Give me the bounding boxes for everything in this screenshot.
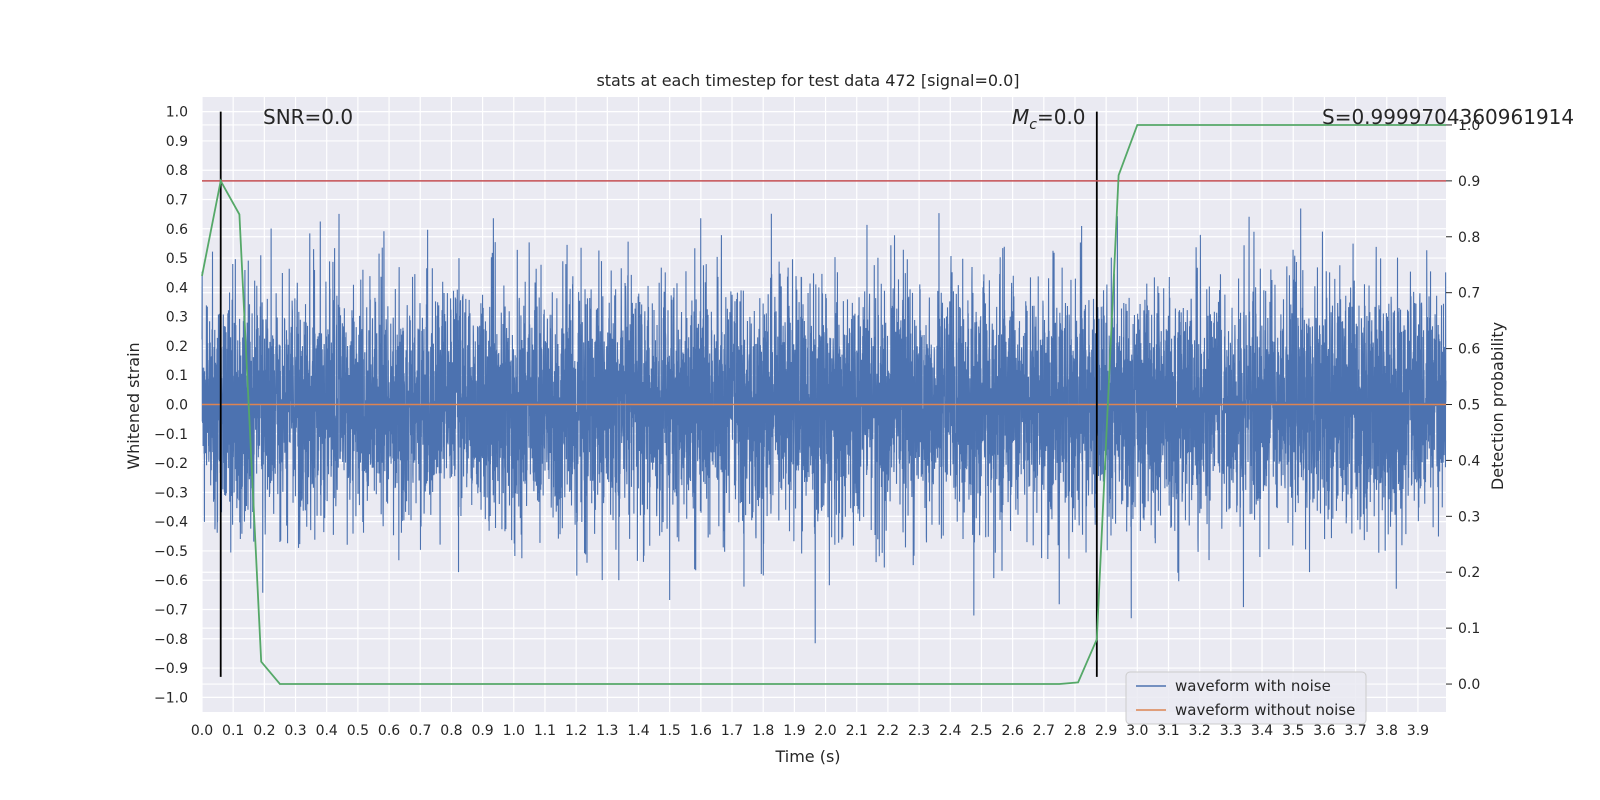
x-tick-label: 2.7 <box>1033 723 1055 739</box>
x-tick-label: 3.6 <box>1313 723 1335 739</box>
significance-annotation: S=0.9999704360961914 <box>1322 105 1574 129</box>
y-tick-label: 0.8 <box>166 163 188 179</box>
y-tick-label: −0.5 <box>154 544 188 560</box>
y2-tick-label: 0.9 <box>1458 174 1480 190</box>
y-axis-ticks: 1.0 0.9 0.8 0.7 0.6 0.5 0.4 0.3 0.2 0.1 0.0 −0.1 −0.… <box>154 105 188 707</box>
y2-tick-label: 0.7 <box>1458 286 1480 302</box>
y-tick-label: −0.4 <box>154 515 188 531</box>
x-tick-label: 2.1 <box>846 723 868 739</box>
x-tick-label: 0.8 <box>440 723 462 739</box>
waveform-with-noise-series <box>201 208 1447 644</box>
y2-tick-label: 0.4 <box>1458 453 1480 469</box>
y2-tick-label: 0.5 <box>1458 398 1480 414</box>
x-tick-label: 1.9 <box>783 723 805 739</box>
y-tick-label: 1.0 <box>166 105 188 121</box>
x-tick-label: 3.9 <box>1407 723 1429 739</box>
y2-axis-ticks: 1.0 0.9 0.8 0.7 0.6 0.5 0.4 0.3 0.2 0.1 0.0 <box>1446 118 1480 693</box>
x-tick-label: 0.2 <box>253 723 275 739</box>
x-tick-label: 3.3 <box>1220 723 1242 739</box>
x-tick-label: 2.3 <box>908 723 930 739</box>
x-tick-label: 2.9 <box>1095 723 1117 739</box>
y-tick-label: 0.7 <box>166 193 188 209</box>
x-tick-label: 2.2 <box>877 723 899 739</box>
x-tick-label: 1.1 <box>534 723 556 739</box>
snr-annotation: SNR=0.0 <box>263 105 353 129</box>
x-tick-label: 2.5 <box>970 723 992 739</box>
x-tick-label: 3.0 <box>1126 723 1148 739</box>
chirp-mass-symbol: M <box>1012 105 1029 129</box>
y-tick-label: 0.4 <box>166 280 188 296</box>
legend-box <box>1125 671 1367 725</box>
y-tick-label: 0.5 <box>166 251 188 267</box>
x-axis-ticks: 0.0 0.1 0.2 0.3 0.4 0.5 0.6 0.7 0.8 0.9 1.0 1.1 1.2 1… <box>191 723 1429 739</box>
x-tick-label: 3.2 <box>1189 723 1211 739</box>
x-tick-label: 0.3 <box>284 723 306 739</box>
y2-tick-label: 0.1 <box>1458 621 1480 637</box>
y2-tick-label: 0.0 <box>1458 677 1480 693</box>
x-tick-label: 2.0 <box>814 723 836 739</box>
x-tick-label: 2.4 <box>939 723 961 739</box>
x-tick-label: 3.8 <box>1376 723 1398 739</box>
detection-probability-line <box>201 124 1446 685</box>
y-tick-label: −0.2 <box>154 456 188 472</box>
y-tick-label: −0.6 <box>154 573 188 589</box>
x-tick-label: 1.2 <box>565 723 587 739</box>
x-tick-label: 1.8 <box>752 723 774 739</box>
x-tick-label: 0.7 <box>409 723 431 739</box>
x-tick-label: 1.5 <box>659 723 681 739</box>
y2-tick-label: 0.3 <box>1458 509 1480 525</box>
waveform-with-noise-line <box>201 208 1447 644</box>
x-tick-label: 3.7 <box>1344 723 1366 739</box>
x-tick-label: 3.4 <box>1251 723 1273 739</box>
y-tick-label: −0.8 <box>154 632 188 648</box>
x-tick-label: 1.4 <box>627 723 649 739</box>
chirp-mass-subscript: c <box>1029 117 1037 133</box>
y-tick-label: −0.9 <box>154 661 188 677</box>
y-tick-label: −0.1 <box>154 427 188 443</box>
chart-title: stats at each timestep for test data 472… <box>596 71 1019 90</box>
x-axis-label: Time (s) <box>774 747 840 766</box>
y-tick-label: 0.2 <box>166 339 188 355</box>
x-tick-label: 0.9 <box>471 723 493 739</box>
x-tick-label: 1.7 <box>721 723 743 739</box>
y2-tick-label: 0.6 <box>1458 342 1480 358</box>
y-axis-label: Whitened strain <box>124 342 143 469</box>
y-tick-label: 0.0 <box>166 398 188 414</box>
x-tick-label: 1.0 <box>503 723 525 739</box>
chirp-mass-annotation: Mc=0.0 <box>1012 105 1086 133</box>
x-tick-label: 3.1 <box>1157 723 1179 739</box>
y2-axis-label: Detection probability <box>1488 322 1507 490</box>
chirp-mass-value: =0.0 <box>1037 105 1086 129</box>
y-tick-label: 0.6 <box>166 222 188 238</box>
marks-layer <box>201 111 1446 685</box>
y-tick-label: −1.0 <box>154 690 188 706</box>
x-tick-label: 0.5 <box>347 723 369 739</box>
x-tick-label: 1.3 <box>596 723 618 739</box>
legend: waveform with noise waveform without noi… <box>1125 671 1367 725</box>
y-tick-label: 0.9 <box>166 134 188 150</box>
x-tick-label: 1.6 <box>690 723 712 739</box>
y2-tick-label: 0.2 <box>1458 565 1480 581</box>
x-tick-label: 2.6 <box>1001 723 1023 739</box>
x-tick-label: 0.6 <box>378 723 400 739</box>
x-tick-label: 0.1 <box>222 723 244 739</box>
y-tick-label: −0.7 <box>154 603 188 619</box>
y-tick-label: 0.1 <box>166 368 188 384</box>
x-tick-label: 0.4 <box>316 723 338 739</box>
x-tick-label: 3.5 <box>1282 723 1304 739</box>
legend-label-clean: waveform without noise <box>1175 701 1355 719</box>
y2-tick-label: 1.0 <box>1458 118 1480 134</box>
legend-label-noise: waveform with noise <box>1175 677 1331 695</box>
y-tick-label: 0.3 <box>166 310 188 326</box>
y-tick-label: −0.3 <box>154 485 188 501</box>
y2-tick-label: 0.8 <box>1458 230 1480 246</box>
x-tick-label: 0.0 <box>191 723 213 739</box>
x-tick-label: 2.8 <box>1064 723 1086 739</box>
